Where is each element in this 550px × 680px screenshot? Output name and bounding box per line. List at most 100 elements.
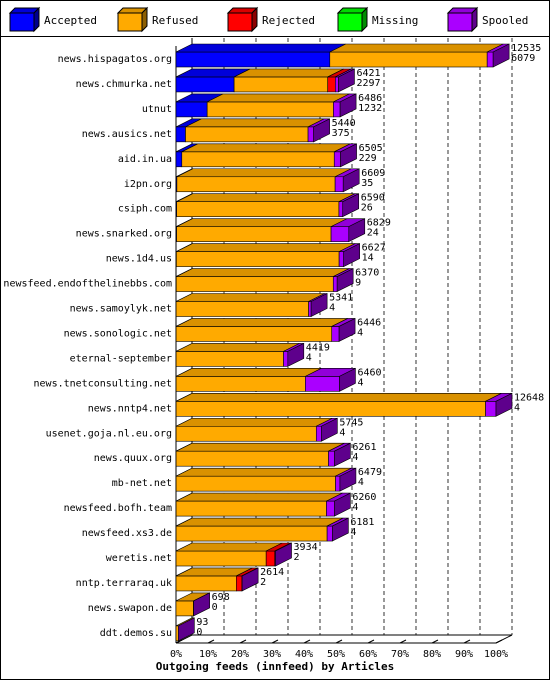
accepted-value-label: 229	[359, 153, 377, 164]
total-value-label: 12535	[511, 43, 541, 54]
bar-segment-spooled	[333, 151, 341, 168]
legend-label: Rejected	[262, 14, 315, 27]
legend-swatch	[117, 12, 143, 32]
x-tick-mark	[239, 639, 247, 644]
accepted-value-label: 4	[352, 502, 358, 513]
bar-segment-spooled	[330, 226, 350, 242]
bar-top-refused	[176, 193, 356, 202]
total-value-label: 6181	[350, 517, 374, 528]
accepted-value-label: 24	[367, 228, 379, 239]
x-tick-mark	[175, 639, 183, 644]
x-tick-mark	[431, 639, 439, 644]
x-tick-mark	[335, 639, 343, 644]
x-tick-label: 90%	[455, 649, 473, 660]
bar-side	[178, 617, 195, 642]
x-tick-label: 20%	[231, 649, 249, 660]
bar-side	[310, 293, 328, 317]
legend-swatch	[227, 12, 253, 32]
bar-segment-spooled	[315, 425, 322, 442]
bar-segment-refused	[175, 500, 327, 517]
total-value-label: 6261	[352, 442, 376, 453]
bar-top-refused	[175, 368, 322, 377]
legend-swatch	[447, 12, 473, 32]
bar-segment-spooled	[338, 201, 344, 217]
accepted-value-label: 4	[357, 377, 363, 388]
total-value-label: 6479	[358, 467, 382, 478]
bar-side	[338, 68, 355, 93]
bar-side	[348, 218, 366, 243]
legend-label: Refused	[152, 14, 198, 27]
accepted-value-label: 4	[357, 327, 363, 338]
category-label: news.hispagatos.org	[58, 54, 172, 65]
x-tick-mark	[271, 639, 279, 644]
bar-segment-refused	[175, 425, 317, 442]
bar-segment-accepted	[175, 76, 235, 93]
bar-segment-rejected	[236, 575, 243, 592]
x-tick-mark	[495, 639, 503, 644]
bar-top-refused	[207, 93, 350, 103]
bar-segment-refused	[175, 376, 306, 392]
x-tick-label: 100%	[484, 649, 508, 660]
category-label: news.samoylyk.net	[70, 304, 172, 315]
bar-top-refused	[176, 268, 350, 277]
bar-side	[313, 118, 330, 143]
bar-segment-refused	[175, 625, 179, 642]
total-value-label: 3934	[294, 542, 318, 553]
bar-segment-refused	[175, 276, 334, 292]
bar-side	[338, 317, 356, 342]
bar-segment-spooled	[332, 276, 338, 292]
accepted-value-label: 6079	[511, 53, 535, 64]
bar-segment-refused	[175, 400, 486, 417]
bar-top-refused	[233, 68, 344, 78]
bar-segment-spooled	[283, 351, 289, 367]
bar-side	[492, 43, 510, 68]
bar-segment-refused	[175, 600, 194, 617]
bar-top-accepted	[175, 43, 346, 53]
x-tick-label: 40%	[295, 649, 313, 660]
bar-segment-accepted	[175, 51, 331, 68]
bar-segment-spooled	[485, 400, 497, 417]
bar-segment-spooled	[328, 450, 335, 467]
category-label: news.nntp4.net	[88, 403, 172, 414]
bar-side	[275, 542, 292, 567]
category-label: newsfeed.endofthelinebbs.com	[3, 279, 172, 290]
total-value-label: 93	[196, 617, 208, 628]
accepted-value-label: 4	[352, 452, 358, 463]
legend-swatch	[9, 12, 35, 32]
bar-segment-accepted	[175, 126, 186, 143]
bar-segment-spooled	[305, 376, 340, 392]
bar-segment-spooled	[333, 101, 341, 118]
category-label: news.ausics.net	[82, 129, 172, 140]
bar-segment-refused	[175, 525, 328, 542]
category-label: mb-net.net	[112, 478, 172, 489]
category-label: news.sonologic.net	[64, 328, 172, 339]
bar-segment-spooled	[486, 51, 494, 68]
category-label: news.quux.org	[94, 453, 172, 464]
accepted-value-label: 9	[355, 278, 361, 289]
bar-top-refused	[175, 392, 502, 402]
bar-segment-refused	[175, 550, 267, 567]
bar-side	[339, 367, 356, 392]
category-label: i2pn.org	[124, 179, 172, 190]
category-label: usenet.goja.nl.eu.org	[46, 428, 172, 439]
accepted-value-label: 4	[514, 402, 520, 413]
bar-top-refused	[181, 143, 351, 153]
x-tick-mark	[303, 639, 311, 644]
bar-side	[342, 193, 360, 218]
bar-top-refused	[329, 43, 504, 53]
category-label: eternal-september	[70, 353, 172, 364]
accepted-value-label: 4	[350, 527, 356, 538]
accepted-value-label: 14	[362, 253, 374, 264]
x-tick-label: 10%	[199, 649, 217, 660]
total-value-label: 2614	[260, 567, 284, 578]
total-value-label: 5745	[339, 417, 363, 428]
category-label: weretis.net	[106, 553, 172, 564]
accepted-value-label: 4	[358, 477, 364, 488]
bar-segment-spooled	[326, 500, 335, 517]
legend-label: Missing	[372, 14, 418, 27]
bar-side	[287, 342, 305, 367]
bar-top-refused	[175, 492, 343, 502]
x-tick-mark	[367, 639, 375, 644]
category-label: news.1d4.us	[106, 254, 172, 265]
